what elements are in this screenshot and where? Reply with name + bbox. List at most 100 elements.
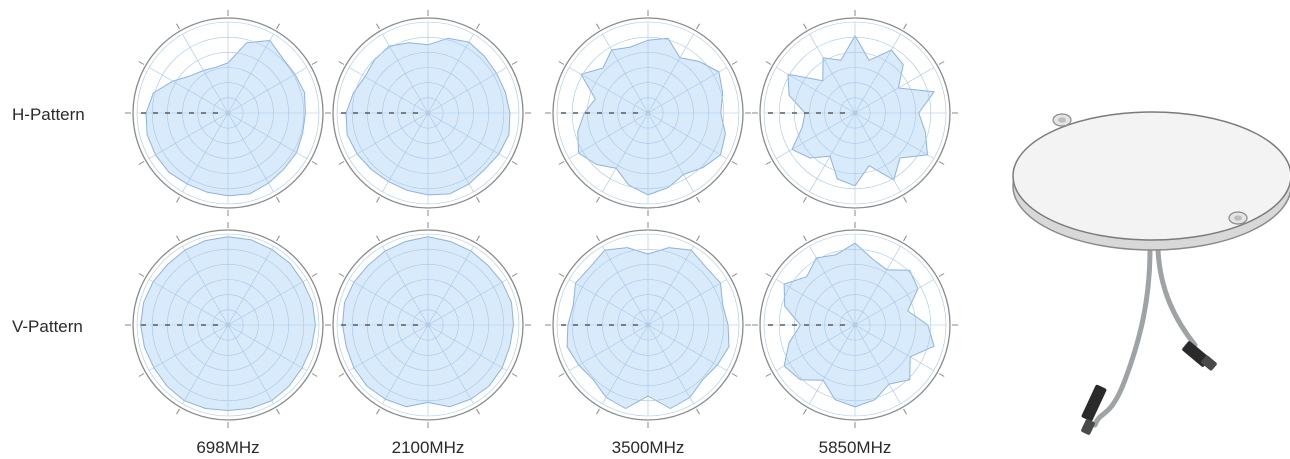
polar-grid-spoke	[349, 67, 429, 114]
polar-grid-spoke	[427, 324, 507, 371]
polar-angle-tick	[511, 273, 518, 277]
frequency-label-2100: 2100MHz	[392, 438, 465, 457]
polar-plot-h-pattern-3500mhz	[545, 10, 751, 216]
polar-grid-spoke	[569, 324, 649, 371]
cable-connector-left	[1081, 384, 1107, 435]
polar-angle-tick	[338, 161, 345, 165]
antenna-disc-top	[1012, 111, 1290, 241]
polar-angle-tick	[696, 23, 700, 30]
polar-angle-tick	[311, 273, 318, 277]
mounting-hole-icon	[1052, 113, 1072, 127]
polar-angle-tick	[376, 196, 380, 203]
polar-grid-spoke	[227, 67, 307, 114]
polar-angle-tick	[276, 23, 280, 30]
polar-angle-tick	[938, 161, 945, 165]
polar-angle-tick	[596, 23, 600, 30]
polar-center-marker	[425, 322, 431, 328]
polar-grid-spoke	[182, 34, 229, 114]
polar-angle-tick	[903, 235, 907, 242]
polar-angle-tick	[558, 273, 565, 277]
polar-center-marker	[225, 110, 231, 116]
polar-angle-tick	[765, 273, 772, 277]
polar-angle-tick	[765, 161, 772, 165]
polar-angle-tick	[596, 196, 600, 203]
polar-grid-spoke	[349, 279, 429, 326]
polar-grid-spoke	[647, 67, 727, 114]
polar-angle-tick	[138, 161, 145, 165]
polar-angle-tick	[903, 23, 907, 30]
polar-grid-spoke	[569, 279, 649, 326]
polar-angle-tick	[311, 61, 318, 65]
polar-angle-tick	[376, 235, 380, 242]
polar-plot-h-pattern-2100mhz	[325, 10, 531, 216]
polar-grid-spoke	[227, 324, 307, 371]
polar-grid-spoke	[647, 34, 694, 114]
polar-grid-spoke	[227, 112, 274, 192]
polar-angle-tick	[138, 61, 145, 65]
polar-grid-spoke	[602, 324, 649, 404]
polar-grid-spoke	[427, 112, 474, 192]
polar-angle-tick	[176, 235, 180, 242]
polar-grid-spoke	[569, 112, 649, 159]
polar-angle-tick	[376, 408, 380, 415]
polar-angle-tick	[476, 235, 480, 242]
polar-grid-spoke	[602, 112, 649, 192]
polar-angle-tick	[558, 161, 565, 165]
polar-center-marker	[645, 110, 651, 116]
polar-angle-tick	[138, 373, 145, 377]
polar-angle-tick	[476, 196, 480, 203]
polar-grid-spoke	[382, 246, 429, 326]
polar-angle-tick	[731, 373, 738, 377]
polar-grid-spoke	[427, 324, 474, 404]
polar-angle-tick	[276, 235, 280, 242]
polar-angle-tick	[558, 373, 565, 377]
polar-grid-spoke	[182, 324, 229, 404]
polar-center-marker	[645, 322, 651, 328]
polar-angle-tick	[338, 373, 345, 377]
polar-grid-spoke	[809, 112, 856, 192]
polar-center-marker	[852, 322, 858, 328]
polar-grid-spoke	[149, 324, 229, 371]
polar-angle-tick	[765, 373, 772, 377]
polar-grid-spoke	[382, 324, 429, 404]
polar-grid-spoke	[647, 324, 727, 371]
polar-angle-tick	[938, 61, 945, 65]
polar-angle-tick	[731, 273, 738, 277]
polar-grid-spoke	[182, 112, 229, 192]
frequency-label-3500: 3500MHz	[612, 438, 685, 457]
polar-grid-spoke	[809, 246, 856, 326]
polar-angle-tick	[696, 235, 700, 242]
polar-angle-tick	[803, 235, 807, 242]
polar-grid-spoke	[809, 34, 856, 114]
polar-grid-spoke	[227, 112, 307, 159]
polar-angle-tick	[596, 235, 600, 242]
polar-angle-tick	[803, 196, 807, 203]
polar-grid-spoke	[854, 324, 901, 404]
polar-grid-spoke	[427, 34, 474, 114]
polar-angle-tick	[938, 373, 945, 377]
polar-pattern-grid	[125, 10, 958, 428]
polar-grid-spoke	[647, 112, 727, 159]
polar-angle-tick	[376, 23, 380, 30]
polar-angle-tick	[731, 161, 738, 165]
polar-angle-tick	[476, 23, 480, 30]
polar-grid-spoke	[427, 246, 474, 326]
polar-angle-tick	[511, 161, 518, 165]
polar-grid-spoke	[776, 279, 856, 326]
polar-angle-tick	[803, 23, 807, 30]
polar-grid-spoke	[569, 67, 649, 114]
row-label-v-pattern: V-Pattern	[12, 317, 83, 336]
polar-grid-spoke	[776, 112, 856, 159]
polar-grid-spoke	[427, 279, 507, 326]
mounting-hole-icon	[1228, 211, 1248, 225]
polar-angle-tick	[276, 196, 280, 203]
polar-grid-spoke	[149, 279, 229, 326]
polar-center-marker	[425, 110, 431, 116]
polar-plot-h-pattern-5850mhz	[752, 10, 958, 216]
polar-center-marker	[852, 110, 858, 116]
antenna-cable-left	[1092, 247, 1153, 428]
polar-angle-tick	[176, 196, 180, 203]
polar-angle-tick	[558, 61, 565, 65]
polar-center-marker	[225, 322, 231, 328]
polar-angle-tick	[903, 408, 907, 415]
